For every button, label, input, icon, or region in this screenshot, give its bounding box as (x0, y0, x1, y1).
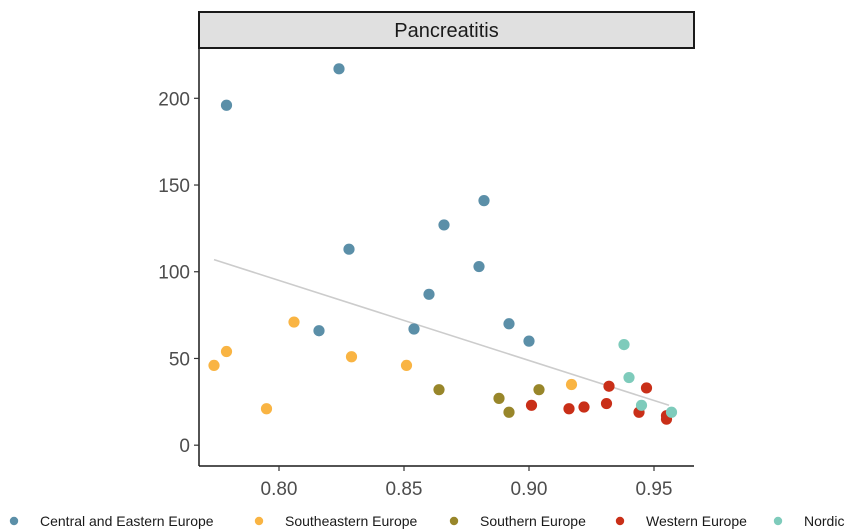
legend-swatch (615, 516, 625, 526)
facet-label: Pancreatitis (394, 20, 499, 42)
data-point (433, 384, 445, 396)
series-western-europe (525, 380, 673, 425)
y-tick-label: 50 (169, 349, 190, 370)
legend-item: Southern Europe (449, 513, 586, 529)
legend-swatch (254, 516, 264, 526)
axes: 0 50 100 150 200 0.80 0.85 0.90 0.95 (158, 48, 694, 500)
legend: Central and Eastern Europe Southeastern E… (9, 513, 844, 529)
series-nordic (618, 338, 678, 418)
data-point (473, 260, 485, 273)
data-point (578, 401, 590, 413)
data-point (563, 403, 575, 415)
data-point (208, 359, 220, 372)
data-point (220, 345, 233, 358)
data-point (640, 382, 653, 394)
data-point (565, 378, 578, 391)
data-point (438, 219, 450, 231)
facet-strip-background (198, 11, 695, 49)
data-point (313, 325, 325, 337)
trend-line-group (213, 258, 670, 407)
data-point (343, 243, 355, 255)
series-southern-europe (433, 384, 545, 418)
x-tick-label: 0.95 (636, 479, 673, 500)
data-point (260, 403, 273, 415)
data-point (600, 397, 613, 410)
legend-label: Nordic (804, 513, 844, 529)
y-tick-label: 150 (158, 176, 190, 197)
data-point (523, 335, 535, 347)
data-point (423, 288, 435, 300)
legend-item: Western Europe (615, 513, 747, 529)
data-point (333, 63, 345, 75)
legend-item: Central and Eastern Europe (9, 513, 214, 529)
data-point (493, 392, 505, 404)
legend-item: Southeastern Europe (254, 513, 418, 529)
legend-swatch (9, 516, 19, 526)
data-point (603, 380, 615, 392)
data-point (478, 195, 490, 207)
legend-label: Western Europe (646, 513, 747, 529)
legend-swatch (449, 516, 459, 526)
y-tick-label: 100 (158, 263, 190, 284)
x-tick-label: 0.90 (511, 479, 548, 500)
legend-swatch (773, 516, 783, 526)
legend-label: Southern Europe (480, 513, 586, 529)
data-points (208, 63, 678, 425)
data-point (623, 371, 635, 384)
data-point (288, 316, 300, 328)
data-point (503, 406, 515, 418)
series-central-and-eastern-europe (220, 63, 535, 347)
data-point (665, 406, 678, 418)
x-tick-label: 0.85 (386, 479, 423, 500)
data-point (618, 338, 630, 351)
data-point (408, 323, 420, 335)
y-tick-label: 200 (158, 89, 190, 110)
data-point (503, 318, 515, 330)
legend-label: Southeastern Europe (285, 513, 418, 529)
data-point (635, 399, 648, 411)
legend-item: Nordic (773, 513, 844, 529)
series-southeastern-europe (208, 316, 578, 415)
data-point (345, 351, 358, 363)
data-point (525, 399, 538, 411)
legend-label: Central and Eastern Europe (40, 513, 214, 529)
data-point (220, 99, 233, 111)
y-tick-label: 0 (179, 436, 190, 457)
trend-line (213, 258, 670, 407)
facet-strip: Pancreatitis (198, 11, 695, 49)
data-point (400, 359, 413, 372)
data-point (533, 384, 545, 396)
x-tick-label: 0.80 (261, 479, 298, 500)
